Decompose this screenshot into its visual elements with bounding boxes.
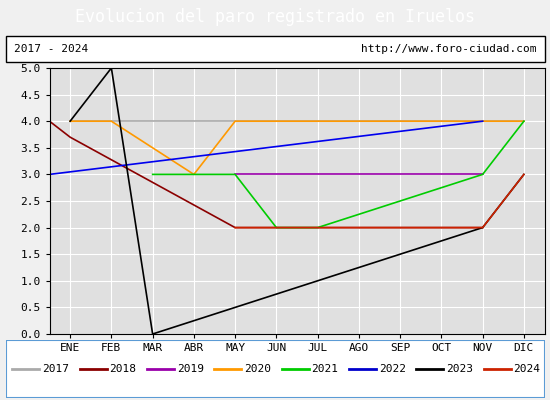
Text: 2017 - 2024: 2017 - 2024 <box>14 44 88 54</box>
FancyBboxPatch shape <box>6 36 544 62</box>
Text: 2017: 2017 <box>42 364 69 374</box>
Text: 2019: 2019 <box>177 364 204 374</box>
Text: 2023: 2023 <box>446 364 473 374</box>
Text: 2024: 2024 <box>514 364 541 374</box>
Text: 2022: 2022 <box>379 364 406 374</box>
Text: http://www.foro-ciudad.com: http://www.foro-ciudad.com <box>361 44 536 54</box>
Text: Evolucion del paro registrado en Iruelos: Evolucion del paro registrado en Iruelos <box>75 8 475 26</box>
Text: 2018: 2018 <box>109 364 136 374</box>
FancyBboxPatch shape <box>6 340 544 398</box>
Text: 2020: 2020 <box>244 364 271 374</box>
Text: 2021: 2021 <box>311 364 338 374</box>
